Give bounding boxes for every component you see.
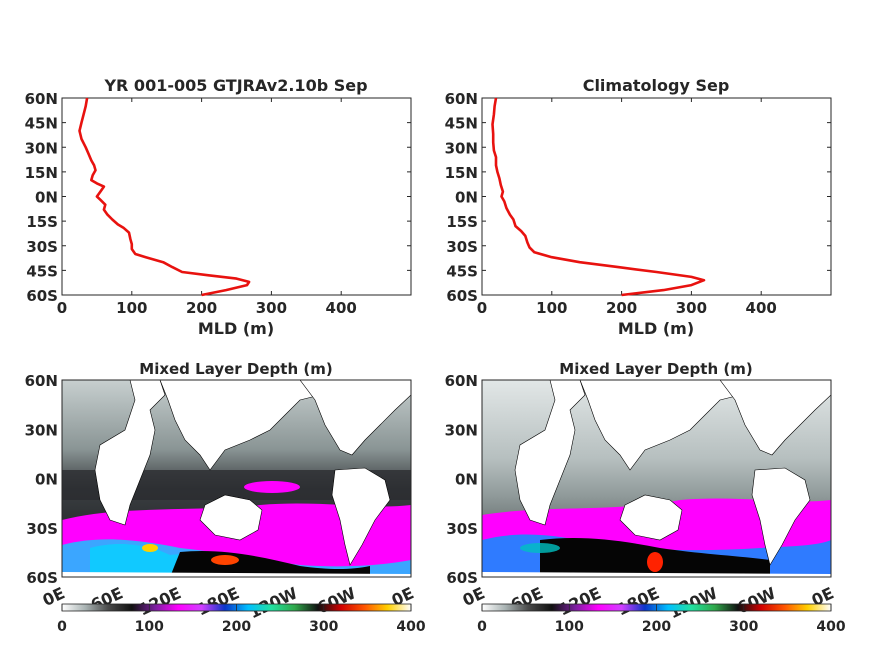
panel-title: Climatology Sep <box>583 76 730 95</box>
colorbar-tick-label: 200 <box>222 619 251 635</box>
y-tick-label: 15S <box>26 213 58 231</box>
australia-land <box>619 494 683 541</box>
x-tick-label: 0 <box>57 299 67 317</box>
x-tick-label: 400 <box>326 299 357 317</box>
x-tick-label: 300 <box>256 299 287 317</box>
y-tick-label: 60N <box>25 90 58 108</box>
y-tick-label: 15N <box>445 164 478 182</box>
mld-field <box>482 380 831 577</box>
y-tick-label: 45N <box>445 115 478 133</box>
north-america-land <box>719 380 831 456</box>
y-tick-label: 60S <box>26 287 58 305</box>
y-tick-label: 60S <box>446 287 478 305</box>
y-tick-label: 30N <box>445 139 478 157</box>
y-tick-label: 45S <box>446 262 478 280</box>
y-tick-labels: 60S 45S 30S 15S 0N 15N 30N 45N 60N <box>25 90 411 305</box>
series-line <box>491 97 706 297</box>
x-tick-label: 300 <box>676 299 707 317</box>
antarctica-land <box>482 572 831 577</box>
panel-title: Mixed Layer Depth (m) <box>139 360 332 378</box>
y-tick-label: 0N <box>455 189 478 207</box>
colorbar-tick-label: 400 <box>396 619 425 635</box>
y-tick-label: 15S <box>446 213 478 231</box>
antarctica-land <box>62 572 411 577</box>
colorbar-tick-label: 0 <box>57 619 67 635</box>
mld-field <box>62 380 411 577</box>
x-tick-label: 200 <box>606 299 637 317</box>
map-frame <box>481 379 832 578</box>
y-tick-label: 60S <box>26 569 58 587</box>
profile-line <box>491 97 706 297</box>
y-tick-labels: 60S 30S 0N 30N 60N <box>25 372 58 587</box>
x-tick-label: 180E <box>194 583 242 619</box>
panel-title: Mixed Layer Depth (m) <box>559 360 752 378</box>
colorbar-tick-label: 400 <box>816 619 845 635</box>
y-tick-labels: 60S 45S 30S 15S 0N 15N 30N 45N 60N <box>445 90 831 305</box>
y-tick-label: 30N <box>25 139 58 157</box>
australia-land <box>199 494 263 541</box>
x-tick-label: 120E <box>136 583 184 619</box>
y-tick-label: 60S <box>446 569 478 587</box>
x-tick-label: 120W <box>666 583 721 622</box>
colorbar-tick-label: 0 <box>477 619 487 635</box>
south-america-land <box>751 467 811 566</box>
x-tick-label: 100 <box>536 299 567 317</box>
y-tick-label: 30S <box>26 238 58 256</box>
y-tick-label: 45N <box>25 115 58 133</box>
plot-frame <box>481 97 832 296</box>
colorbar-tick-labels: 0 100 200 300 400 <box>477 604 846 635</box>
x-tick-label: 60W <box>314 583 359 617</box>
panel-profile-model: YR 001-005 GTJRAv2.10b Sep 60S45S30S15S0… <box>25 76 412 338</box>
plot-frame <box>61 97 412 296</box>
y-tick-label: 15N <box>25 164 58 182</box>
x-tick-label: 60W <box>734 583 779 617</box>
y-tick-label: 60N <box>445 90 478 108</box>
y-tick-label: 45S <box>26 262 58 280</box>
y-tick-label: 0N <box>35 471 58 489</box>
colorbar-tick-label: 200 <box>642 619 671 635</box>
x-tick-label: 120W <box>246 583 301 622</box>
africa-land <box>62 380 166 526</box>
x-tick-label: 200 <box>186 299 217 317</box>
colorbar-tick-label: 100 <box>555 619 584 635</box>
panel-title: YR 001-005 GTJRAv2.10b Sep <box>103 76 367 95</box>
x-tick-label: 100 <box>116 299 147 317</box>
y-tick-labels: 60S 30S 0N 30N 60N <box>445 372 478 587</box>
panel-profile-climatology: Climatology Sep 60S45S30S15S0N15N30N45N6… <box>445 76 832 338</box>
colorbar-tick-label: 100 <box>135 619 164 635</box>
y-tick-label: 60N <box>25 372 58 390</box>
y-tick-label: 60N <box>445 372 478 390</box>
y-tick-label: 30N <box>25 421 58 439</box>
y-tick-label: 30S <box>446 238 478 256</box>
y-tick-label: 30S <box>26 520 58 538</box>
x-tick-labels: 0 100 200 300 400 <box>57 98 357 317</box>
x-tick-label: 120E <box>556 583 604 619</box>
map-frame <box>61 379 412 578</box>
x-tick-labels: 0E 60E 120E 180E 120W 60W 0E <box>40 583 417 622</box>
x-tick-labels: 0 100 200 300 400 <box>477 98 777 317</box>
y-tick-label: 0N <box>35 189 58 207</box>
x-axis-label: MLD (m) <box>198 319 274 338</box>
colorbar-tick-label: 300 <box>309 619 338 635</box>
north-america-land <box>299 380 411 456</box>
x-tick-labels: 0E 60E 120E 180E 120W 60W 0E <box>460 583 837 622</box>
series-line <box>78 97 251 297</box>
y-tick-label: 30S <box>446 520 478 538</box>
x-tick-label: 0 <box>477 299 487 317</box>
y-tick-label: 30N <box>445 421 478 439</box>
x-tick-label: 400 <box>746 299 777 317</box>
colorbar-tick-labels: 0 100 200 300 400 <box>57 604 426 635</box>
africa-land <box>482 380 586 526</box>
profile-line <box>78 97 251 297</box>
magenta-patch <box>244 481 300 493</box>
x-axis-label: MLD (m) <box>618 319 694 338</box>
colorbar-tick-label: 300 <box>729 619 758 635</box>
south-america-land <box>331 467 391 566</box>
x-tick-label: 180E <box>614 583 662 619</box>
y-tick-label: 0N <box>455 471 478 489</box>
